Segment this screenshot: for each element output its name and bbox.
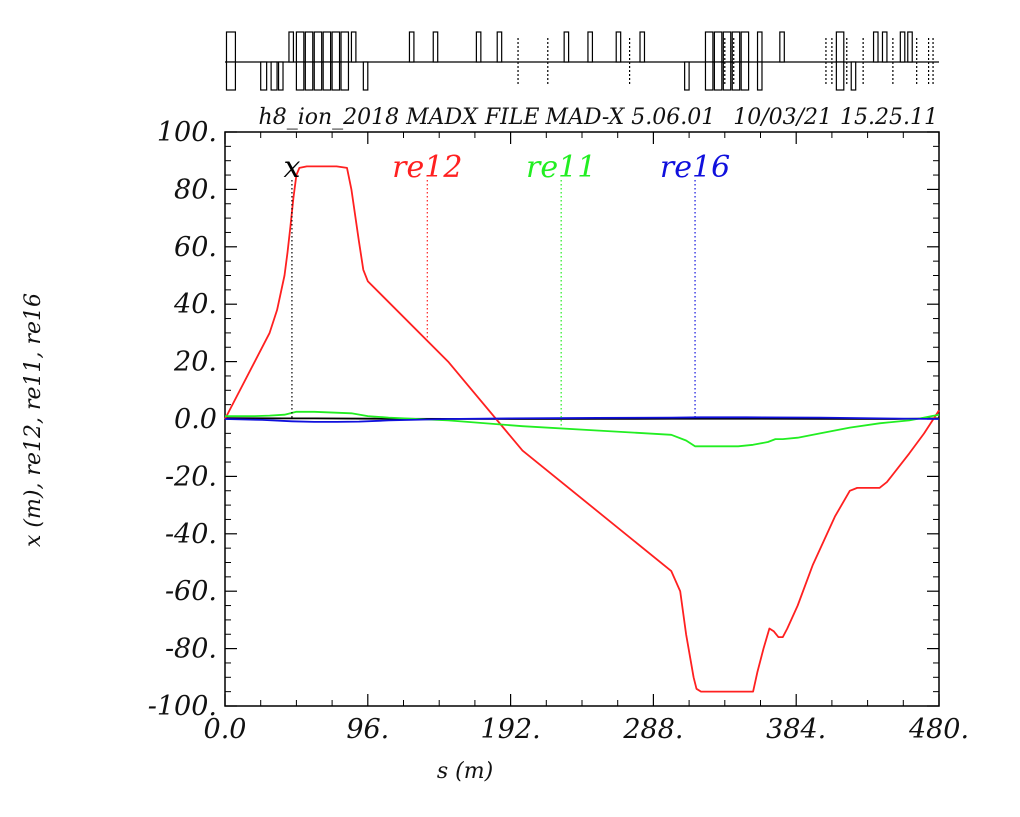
y-tick-label: 100.	[157, 117, 217, 148]
magnet-element	[881, 31, 888, 63]
series-line-re16	[224, 416, 940, 423]
y-tick-label: -40.	[165, 519, 217, 550]
series-label-re12: re12	[392, 150, 462, 185]
magnet-element	[304, 31, 314, 63]
x-tick-label: 288.	[622, 714, 683, 745]
magnet-element	[907, 31, 913, 63]
y-tick-label: -100.	[148, 691, 217, 722]
x-axis-title: s (m)	[437, 759, 493, 784]
magnet-element	[362, 61, 369, 91]
magnet-element	[722, 61, 732, 91]
magnet-element	[260, 61, 268, 91]
plot-header: h8_ion_2018 MADX FILE MAD-X 5.06.01 10/03/…	[259, 105, 938, 130]
x-tick-label: 480.	[908, 714, 969, 745]
x-tick-label: 96.	[346, 714, 389, 745]
magnet-element	[322, 31, 332, 63]
magnet-element	[850, 61, 857, 91]
magnet-element	[496, 31, 503, 63]
series-line-re11	[225, 410, 940, 448]
y-tick-label: 0.0	[174, 404, 217, 435]
magnet-element	[835, 61, 845, 91]
magnet-element	[340, 31, 350, 63]
magnet-element	[295, 61, 305, 91]
magnet-element	[340, 61, 350, 91]
y-axis-title: x (m), re12, re11, re16	[21, 293, 46, 547]
magnet-element	[331, 31, 341, 63]
magnet-element	[313, 61, 323, 91]
axis-ticks	[224, 131, 940, 707]
magnet-element	[684, 61, 690, 91]
magnet-element	[295, 31, 305, 63]
magnet-element	[713, 61, 723, 91]
series-line-re12	[224, 165, 940, 693]
magnet-element	[277, 61, 284, 91]
beamline-layout	[225, 31, 939, 91]
y-tick-label: -80.	[165, 634, 217, 665]
magnet-element	[704, 31, 714, 63]
magnet-element	[408, 31, 415, 63]
magnet-element	[740, 61, 750, 91]
magnet-element	[587, 31, 594, 63]
magnet-element	[225, 61, 237, 91]
y-tick-label: 80.	[174, 174, 217, 205]
magnet-element	[704, 61, 714, 91]
y-tick-label: 20.	[173, 347, 217, 378]
header-file: h8_ion_2018 MADX FILE	[259, 105, 540, 130]
magnet-element	[756, 61, 763, 91]
magnet-element	[350, 31, 357, 63]
magnet-element	[331, 61, 341, 91]
magnet-element	[899, 31, 906, 63]
x-tick-labels: 0.0 96. 192. 288. 384. 480.	[204, 714, 970, 745]
magnet-element	[475, 31, 482, 63]
y-tick-label: -60.	[165, 576, 217, 607]
magnet-element	[313, 31, 323, 63]
magnet-element	[432, 31, 439, 63]
magnet-element	[740, 31, 750, 63]
magnet-element	[756, 31, 763, 63]
series-label-re16: re16	[660, 150, 730, 185]
magnet-element	[615, 31, 622, 63]
header-time: 15.25.11	[840, 105, 938, 130]
magnet-element	[639, 31, 646, 63]
magnet-element	[713, 31, 723, 63]
series-label-markers: x re12 re11 re16	[283, 150, 730, 429]
y-tick-labels: 100. 80. 60. 40. 20. 0.0 -20. -40. -60. -80. -100.	[148, 117, 217, 722]
magnet-element	[304, 61, 314, 91]
magnet-element	[872, 31, 879, 63]
header-date: 10/03/21	[733, 105, 832, 130]
y-tick-label: -20.	[165, 461, 217, 492]
magnet-element	[563, 31, 570, 63]
magnet-element	[779, 31, 785, 63]
x-tick-label: 0.0	[204, 714, 247, 745]
magnet-element	[225, 31, 237, 63]
x-tick-label: 192.	[481, 714, 541, 745]
series-label-re11: re11	[526, 150, 596, 185]
magnet-element	[835, 31, 845, 63]
series-label-x: x	[283, 150, 300, 185]
y-tick-label: 40.	[173, 289, 217, 320]
series-layer	[224, 165, 940, 693]
magnet-element	[322, 61, 332, 91]
x-tick-label: 384.	[766, 714, 826, 745]
magnet-element	[270, 61, 278, 91]
magnet-element	[731, 61, 741, 91]
header-program: MAD-X 5.06.01	[544, 105, 715, 130]
y-tick-label: 60.	[174, 232, 217, 263]
magnet-element	[288, 31, 295, 63]
